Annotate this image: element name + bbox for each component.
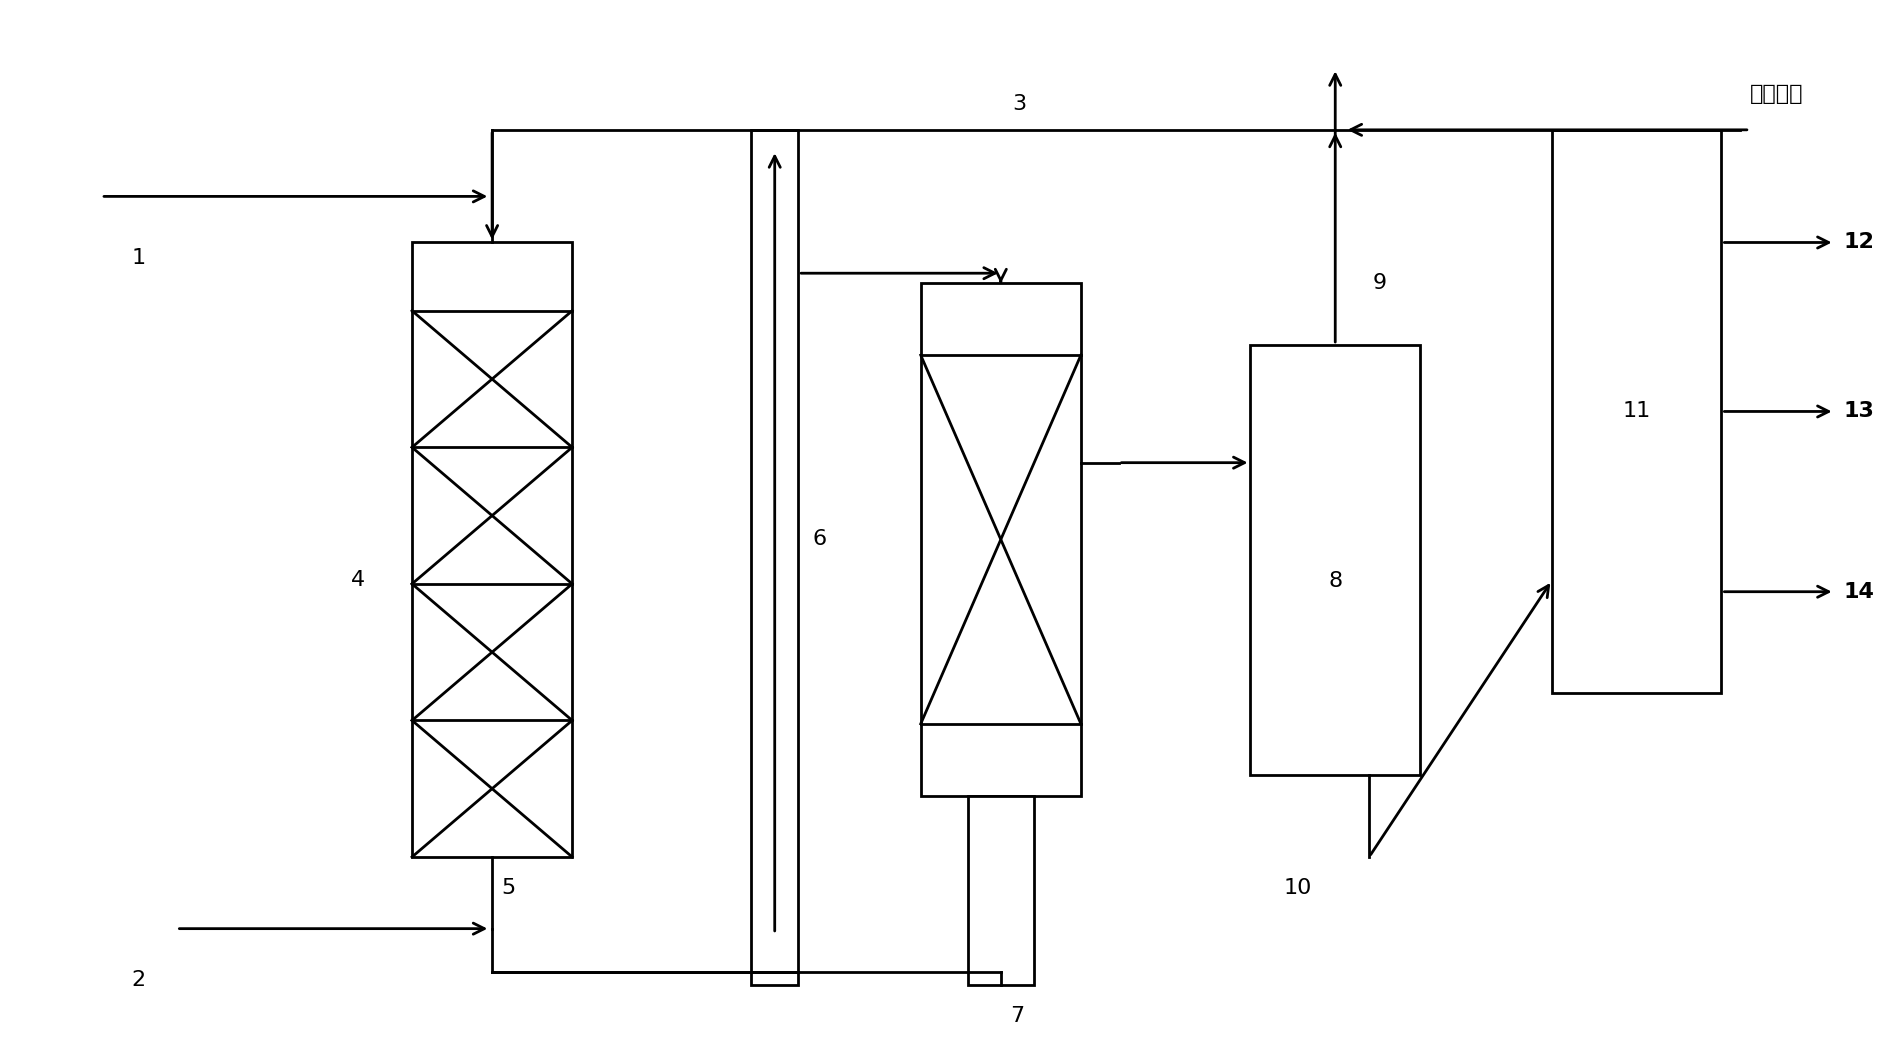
Text: 11: 11 — [1623, 402, 1651, 421]
Text: 13: 13 — [1845, 402, 1875, 421]
Text: 5: 5 — [501, 878, 516, 898]
Text: 6: 6 — [812, 529, 826, 549]
Text: 8: 8 — [1329, 572, 1342, 592]
Bar — [921, 283, 1080, 795]
Bar — [1251, 345, 1420, 775]
Text: 12: 12 — [1845, 233, 1875, 252]
Text: 14: 14 — [1845, 581, 1875, 602]
Bar — [412, 243, 571, 857]
Bar — [1553, 130, 1721, 693]
Text: 2: 2 — [131, 969, 146, 990]
Bar — [968, 795, 1034, 985]
Text: 10: 10 — [1283, 878, 1312, 898]
Text: 补充新氢: 补充新氢 — [1750, 84, 1803, 104]
Text: 9: 9 — [1372, 273, 1387, 294]
Text: 4: 4 — [351, 571, 364, 591]
Text: 3: 3 — [1014, 94, 1027, 114]
Text: 1: 1 — [131, 248, 146, 268]
Bar — [752, 130, 799, 985]
Text: 7: 7 — [1010, 1006, 1025, 1026]
